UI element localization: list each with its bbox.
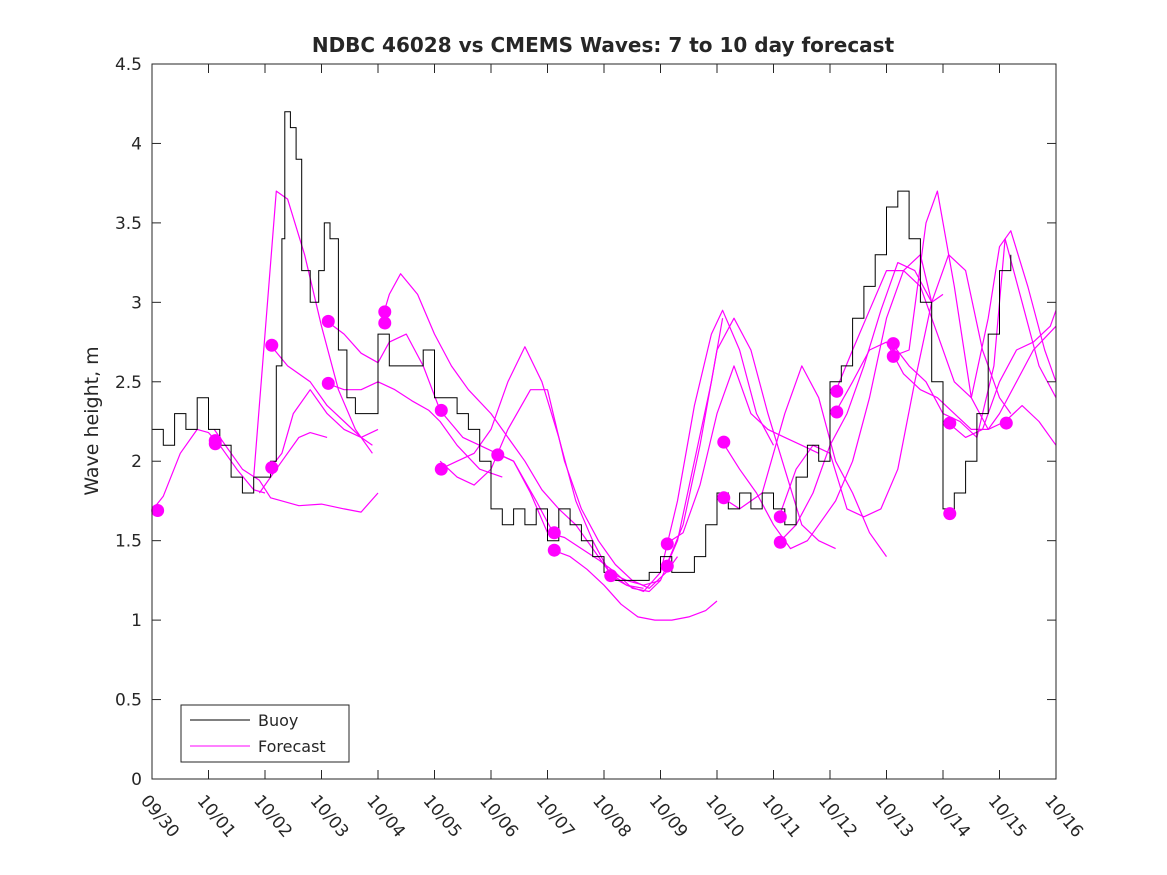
y-tick-label: 3.5 [115, 214, 142, 234]
forecast-start-markers [151, 305, 1013, 583]
forecast-start-marker [265, 461, 279, 475]
forecast-start-marker [830, 405, 844, 419]
y-axis-label: Wave height, m [81, 346, 103, 495]
forecast-line [665, 317, 836, 567]
forecast-start-marker [378, 316, 392, 330]
forecast-line [253, 190, 373, 478]
forecast-line [439, 389, 678, 589]
y-tick-label: 2.5 [115, 373, 142, 393]
y-tick-label: 0.5 [115, 691, 142, 711]
forecast-start-marker [151, 503, 165, 517]
buoy-series [152, 111, 1012, 581]
forecast-start-marker [604, 569, 618, 583]
y-tick-label: 4 [131, 134, 142, 154]
y-tick-label: 1.5 [115, 532, 142, 552]
forecast-start-marker [491, 448, 505, 462]
forecast-line [552, 549, 718, 621]
forecast-start-marker [547, 526, 561, 540]
forecast-line [948, 310, 1057, 438]
forecast-line [270, 344, 373, 446]
forecast-start-marker [321, 376, 335, 390]
forecast-line [835, 230, 1057, 399]
forecast-start-marker [717, 435, 731, 449]
forecast-start-marker [321, 314, 335, 328]
chart-title: NDBC 46028 vs CMEMS Waves: 7 to 10 day f… [312, 33, 895, 57]
forecast-start-marker [660, 537, 674, 551]
forecast-line [722, 254, 933, 550]
legend: Buoy Forecast [180, 704, 350, 763]
forecast-start-marker [717, 491, 731, 505]
forecast-start-marker [886, 349, 900, 363]
forecast-start-marker [434, 462, 448, 476]
forecast-start-marker [660, 559, 674, 573]
y-tick-label: 1 [131, 611, 142, 631]
forecast-start-marker [773, 510, 787, 524]
forecast-start-marker [943, 416, 957, 430]
forecast-line [665, 365, 819, 545]
forecast-line [270, 389, 379, 468]
y-axis: 0 0.5 1 1.5 2 2.5 3 3.5 4 4.5 [115, 55, 1056, 790]
y-tick-label: 4.5 [115, 55, 142, 75]
buoy-line [152, 111, 1012, 581]
forecast-line [609, 309, 775, 593]
forecast-line [151, 428, 266, 511]
forecast-start-marker [886, 337, 900, 351]
y-tick-label: 2 [131, 452, 142, 472]
legend-box [180, 704, 350, 763]
forecast-start-marker [378, 305, 392, 319]
plot-area [152, 64, 1056, 779]
forecast-start-marker [830, 384, 844, 398]
forecast-start-marker [773, 535, 787, 549]
forecast-line [213, 429, 379, 513]
y-tick-label: 0 [131, 770, 142, 790]
forecast-start-marker [943, 507, 957, 521]
legend-forecast-label: Forecast [258, 737, 326, 756]
forecast-line [835, 341, 1057, 446]
forecast-line [258, 432, 328, 494]
forecast-start-marker [208, 437, 222, 451]
legend-buoy-label: Buoy [258, 711, 298, 730]
forecast-start-marker [547, 543, 561, 557]
y-tick-label: 3 [131, 293, 142, 313]
forecast-line [326, 381, 503, 478]
forecast-start-marker [434, 403, 448, 417]
forecast-start-marker [999, 416, 1013, 430]
forecast-start-marker [265, 338, 279, 352]
